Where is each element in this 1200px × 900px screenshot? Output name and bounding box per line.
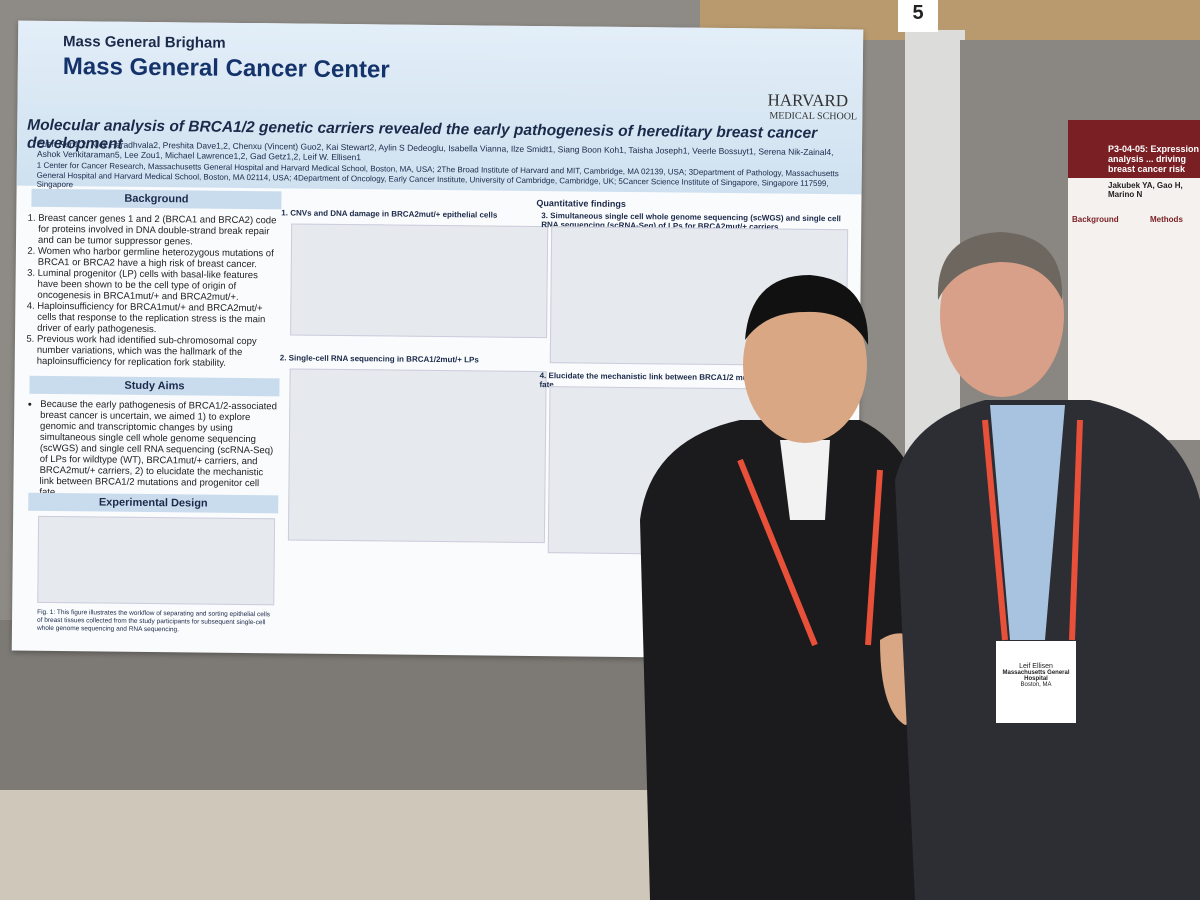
board-number: 5 [912,2,924,24]
name-badge: Leif Ellisen Massachusetts General Hospi… [996,641,1076,723]
neighbor-poster: P3-04-05: Expression analysis ... drivin… [1068,120,1200,440]
badge-org: Massachusetts General Hospital [1002,670,1070,682]
neighbor-heading: Background [1072,215,1119,224]
neighbor-heading: Methods [1150,215,1183,224]
neighbor-title: P3-04-05: Expression analysis ... drivin… [1068,120,1200,178]
neighbor-authors: Jakubek YA, Gao H, Marino N [1108,181,1183,199]
badge-place: Boston, MA [1020,682,1052,688]
badge-name: Leif Ellisen [1019,663,1053,670]
